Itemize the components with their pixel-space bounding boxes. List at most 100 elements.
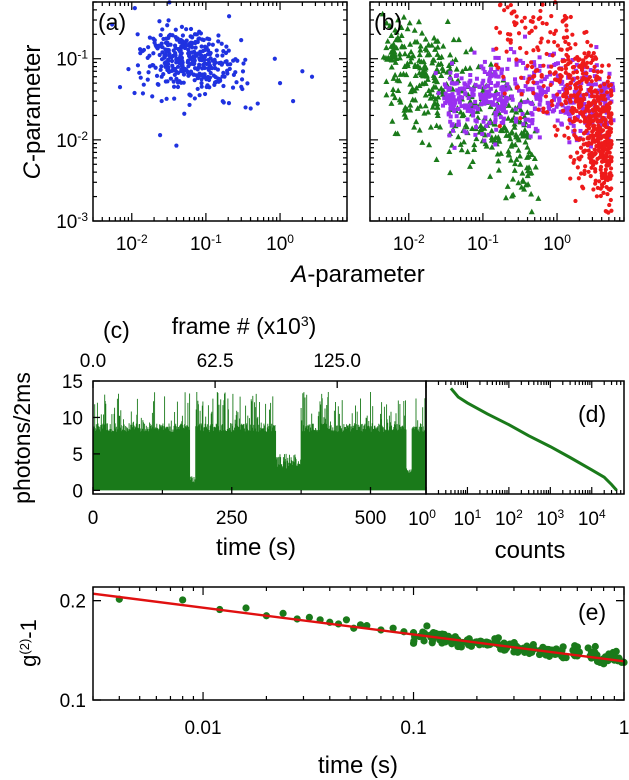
data-point-b-triangle: [423, 73, 430, 79]
data-point-b-square: [446, 111, 451, 116]
data-point-b-circle: [530, 19, 535, 24]
data-point-b-triangle: [517, 106, 524, 113]
data-point-b-square: [528, 134, 533, 139]
data-point-b-circle: [603, 156, 608, 161]
data-point-a: [197, 29, 202, 34]
data-point-b-circle: [519, 75, 524, 80]
data-point-b-square: [473, 104, 478, 109]
x-tick-label-a-base: 10: [190, 234, 211, 255]
data-point-b-square: [456, 119, 461, 124]
data-point-b-circle: [597, 84, 603, 89]
data-point-b-circle: [588, 174, 593, 179]
data-point-a: [179, 24, 185, 30]
data-point-b-triangle: [423, 46, 430, 53]
data-point-b-triangle: [386, 22, 393, 29]
data-point-b-square: [473, 99, 478, 104]
data-point-e: [435, 630, 443, 638]
panel-b: 10-2 10-1 100 (b): [369, 0, 625, 255]
data-point-a: [173, 45, 178, 51]
data-point-a: [179, 55, 184, 60]
data-point-b-circle: [563, 39, 568, 45]
data-point-b-square: [484, 100, 489, 105]
data-point-b-triangle: [522, 138, 529, 145]
data-point-b-square: [490, 100, 495, 105]
data-point-b-square: [564, 109, 569, 114]
data-point-a: [210, 42, 215, 47]
data-point-b-circle: [525, 80, 530, 85]
top-tick-label: 62.5: [197, 351, 234, 372]
data-point-a: [226, 48, 231, 53]
data-point-b-triangle: [515, 179, 522, 186]
data-point-e: [562, 653, 570, 662]
data-point-b-triangle: [383, 19, 390, 26]
data-point-b-triangle: [488, 134, 495, 140]
data-point-b-circle: [564, 52, 569, 58]
data-point-b-square: [482, 85, 487, 90]
data-point-a: [151, 36, 156, 41]
data-point-b-square: [495, 81, 500, 86]
data-point-b-square: [544, 74, 549, 79]
data-point-b-square: [488, 80, 493, 85]
data-point-b-triangle: [383, 91, 390, 98]
data-point-b-square: [574, 62, 579, 67]
data-point-b-triangle: [531, 155, 538, 161]
data-point-b-circle: [598, 112, 603, 117]
data-point-b-circle: [593, 108, 599, 113]
data-point-b-triangle: [463, 123, 470, 130]
data-point-b-square: [547, 107, 552, 112]
data-point-a: [138, 75, 143, 80]
data-point-b-square: [534, 96, 539, 101]
y-axis-label-e-rest: -1: [16, 619, 41, 639]
data-point-b-triangle: [468, 46, 475, 52]
data-point-b-circle: [531, 74, 536, 79]
data-point-a: [188, 50, 193, 56]
data-point-a: [248, 106, 253, 111]
data-point-b-square: [603, 100, 608, 105]
data-point-b-triangle: [459, 112, 466, 119]
data-point-b-triangle: [419, 139, 426, 145]
y-tick-label-a-base: 10: [56, 131, 77, 152]
data-point-b-circle: [586, 148, 591, 153]
data-point-b-triangle: [505, 151, 512, 157]
data-point-b-square: [451, 104, 456, 109]
data-point-b-square: [452, 81, 457, 86]
data-point-a: [291, 99, 296, 104]
data-point-b-square: [546, 104, 551, 109]
data-point-b-circle: [594, 93, 600, 99]
data-point-b-circle: [523, 25, 528, 30]
data-point-b-circle: [603, 121, 608, 126]
data-point-b-circle: [595, 69, 600, 75]
data-point-b-circle: [553, 133, 559, 138]
data-point-a: [214, 48, 219, 53]
data-point-b-triangle: [509, 140, 516, 147]
data-point-b-square: [542, 77, 547, 82]
data-point-b-square: [561, 87, 566, 92]
data-point-b-circle: [600, 128, 606, 133]
data-point-b-circle: [576, 58, 581, 63]
data-point-b-circle: [571, 64, 576, 70]
data-point-b-square: [605, 81, 610, 86]
data-point-b-triangle: [497, 127, 504, 133]
data-point-a: [171, 84, 177, 89]
top-axis-label-text: frame # (x10: [172, 313, 301, 339]
data-point-b-triangle: [390, 75, 397, 81]
data-point-b-triangle: [459, 68, 466, 74]
data-point-b-triangle: [495, 157, 502, 164]
x-tick-label-d-base: 10: [495, 509, 516, 530]
data-point-b-circle: [597, 179, 602, 184]
data-point-b-triangle: [446, 148, 453, 155]
data-point-b-square: [509, 94, 514, 99]
data-point-b-square: [552, 97, 557, 102]
data-point-b-circle: [559, 102, 564, 107]
data-point-b-circle: [606, 138, 611, 143]
data-point-b-square: [540, 91, 545, 96]
data-point-a: [151, 63, 156, 68]
data-point-b-triangle: [434, 109, 441, 116]
data-point-b-circle: [609, 208, 614, 213]
data-point-b-circle: [527, 30, 532, 36]
data-point-b-square: [602, 88, 607, 93]
data-point-b-square: [448, 106, 453, 111]
data-point-a: [164, 49, 169, 55]
data-point-b-triangle: [507, 135, 514, 142]
